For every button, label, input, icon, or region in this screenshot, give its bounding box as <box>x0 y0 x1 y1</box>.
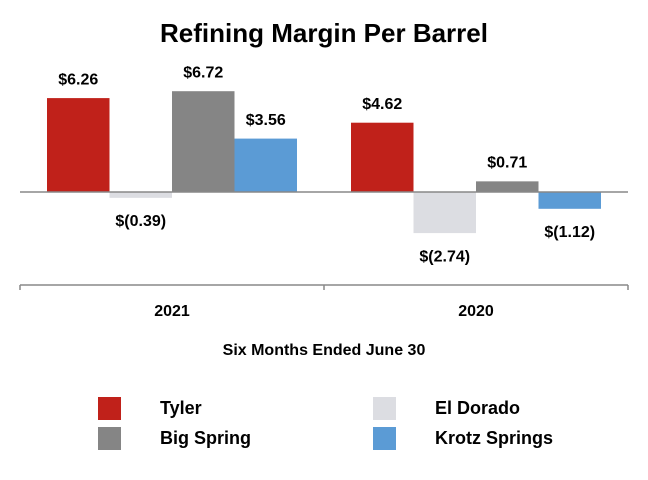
x-tick-label: 2020 <box>458 303 494 320</box>
value-label: $0.71 <box>487 155 527 172</box>
x-axis-label: Six Months Ended June 30 <box>223 342 426 359</box>
legend-label: Krotz Springs <box>435 428 553 448</box>
chart-title: Refining Margin Per Barrel <box>160 18 488 48</box>
value-label: $6.72 <box>183 64 223 81</box>
bar <box>538 192 601 209</box>
bar <box>351 122 414 192</box>
legend-swatch <box>98 397 121 420</box>
legend-swatch <box>373 427 396 450</box>
value-label: $(2.74) <box>419 248 470 265</box>
bar <box>476 181 539 192</box>
legend-label: El Dorado <box>435 398 520 418</box>
x-tick-label: 2021 <box>154 303 190 320</box>
legend-label: Tyler <box>160 398 202 418</box>
legend-swatch <box>373 397 396 420</box>
bar <box>109 192 172 198</box>
bar <box>413 192 476 234</box>
value-label: $6.26 <box>58 71 98 88</box>
bar <box>172 91 235 192</box>
legend-swatch <box>98 427 121 450</box>
bar <box>234 138 297 192</box>
bar <box>47 98 110 192</box>
value-label: $3.56 <box>246 112 286 129</box>
value-label: $4.62 <box>362 96 402 113</box>
value-label: $(0.39) <box>115 213 166 230</box>
value-label: $(1.12) <box>544 224 595 241</box>
legend-label: Big Spring <box>160 428 251 448</box>
